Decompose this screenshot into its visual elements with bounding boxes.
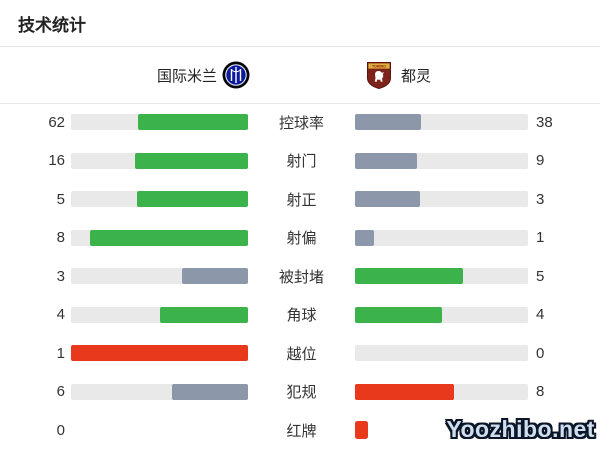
home-value: 3 [56,267,65,285]
away-value: 5 [536,267,545,285]
stat-label: 被封堵 [278,268,324,286]
home-value: 62 [48,113,65,131]
home-bar [71,152,248,169]
home-bar-fill [159,306,248,323]
red-card-icon [355,421,368,440]
stat-row: 16 射门 9 [0,142,600,181]
inter-milan-badge-icon [222,61,250,89]
home-bar [71,191,248,208]
home-bar-fill [90,229,248,246]
away-bar [355,114,528,131]
away-value: 8 [536,383,545,401]
home-bar [71,422,248,438]
stat-label: 射正 [286,191,317,209]
home-bar [71,229,248,246]
stat-row: 8 射偏 1 [0,219,600,258]
away-value: 4 [536,306,545,324]
stat-label: 角球 [286,307,317,325]
watermark: Yoozhibo.net [446,416,595,442]
home-bar-fill [71,345,248,362]
team-header: 国际米兰 TORINO 都灵 [0,47,600,103]
home-value: 0 [56,421,65,439]
torino-badge-icon: TORINO [366,61,392,89]
away-bar-fill [355,229,375,246]
away-bar-fill [355,268,464,285]
away-bar [355,421,528,440]
home-bar-fill [138,114,248,131]
stat-row: 0 红牌 [0,411,600,450]
away-bar [355,229,528,246]
away-value: 38 [536,113,553,131]
away-bar-fill [355,306,442,323]
away-bar [355,191,528,208]
stat-row: 5 射正 3 [0,180,600,219]
stat-row: 3 被封堵 5 [0,257,600,296]
stats-list: 62 控球率 38 16 射门 9 5 射正 3 8 射偏 1 3 被封堵 5 4 角球 4 1 越位 0 6 犯规 8 0 红牌 [0,103,600,450]
divider [0,46,600,47]
home-bar-fill [171,383,248,400]
stat-label: 越位 [286,345,317,363]
away-value: 3 [536,190,545,208]
stat-label: 射偏 [286,230,317,248]
away-value: 0 [536,344,545,362]
away-bar [355,306,528,323]
away-bar-fill [355,114,421,131]
away-bar-fill [355,191,420,208]
divider [0,103,600,104]
stat-row: 1 越位 0 [0,334,600,373]
away-bar [355,345,528,362]
away-bar [355,152,528,169]
away-bar-fill [355,152,418,169]
bar-track [355,345,528,362]
home-bar [71,114,248,131]
away-value: 1 [536,229,545,247]
home-bar-fill [181,268,248,285]
away-bar-fill [355,383,454,400]
home-value: 1 [56,344,65,362]
stat-row: 6 犯规 8 [0,373,600,412]
stat-label: 控球率 [278,114,324,132]
stat-row: 62 控球率 38 [0,103,600,142]
away-value: 9 [536,152,545,170]
stat-row: 4 角球 4 [0,296,600,335]
away-team: TORINO 都灵 [300,61,600,89]
home-value: 16 [48,152,65,170]
stat-label: 红牌 [286,422,317,440]
home-bar [71,268,248,285]
bar-track [355,229,528,246]
page-title: 技术统计 [18,16,86,35]
away-bar [355,268,528,285]
stat-label: 射门 [286,153,317,171]
home-value: 4 [56,306,65,324]
home-value: 6 [56,383,65,401]
home-value: 8 [56,229,65,247]
home-value: 5 [56,190,65,208]
home-team-name: 国际米兰 [156,67,217,85]
home-bar [71,306,248,323]
home-team: 国际米兰 [0,61,300,89]
away-team-name: 都灵 [401,67,432,85]
svg-text:TORINO: TORINO [372,65,386,69]
home-bar [71,345,248,362]
home-bar-fill [137,191,248,208]
stat-label: 犯规 [286,384,317,402]
home-bar [71,383,248,400]
away-bar [355,383,528,400]
home-bar-fill [134,152,248,169]
